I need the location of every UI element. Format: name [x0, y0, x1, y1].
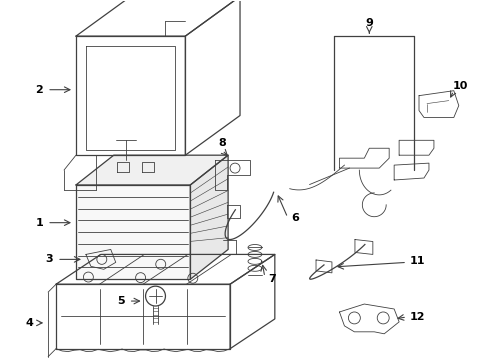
- Text: 10: 10: [453, 81, 468, 91]
- Text: 6: 6: [291, 213, 298, 223]
- Text: 4: 4: [25, 318, 33, 328]
- Text: 7: 7: [268, 274, 276, 284]
- Text: 8: 8: [218, 138, 226, 148]
- Polygon shape: [190, 155, 228, 279]
- Text: 1: 1: [35, 218, 43, 228]
- Text: 11: 11: [409, 256, 425, 266]
- Text: 9: 9: [366, 18, 373, 28]
- Text: 12: 12: [409, 312, 425, 322]
- Text: 2: 2: [35, 85, 43, 95]
- Text: 3: 3: [45, 255, 53, 264]
- Polygon shape: [76, 185, 190, 279]
- Text: 5: 5: [117, 296, 124, 306]
- Polygon shape: [76, 155, 228, 185]
